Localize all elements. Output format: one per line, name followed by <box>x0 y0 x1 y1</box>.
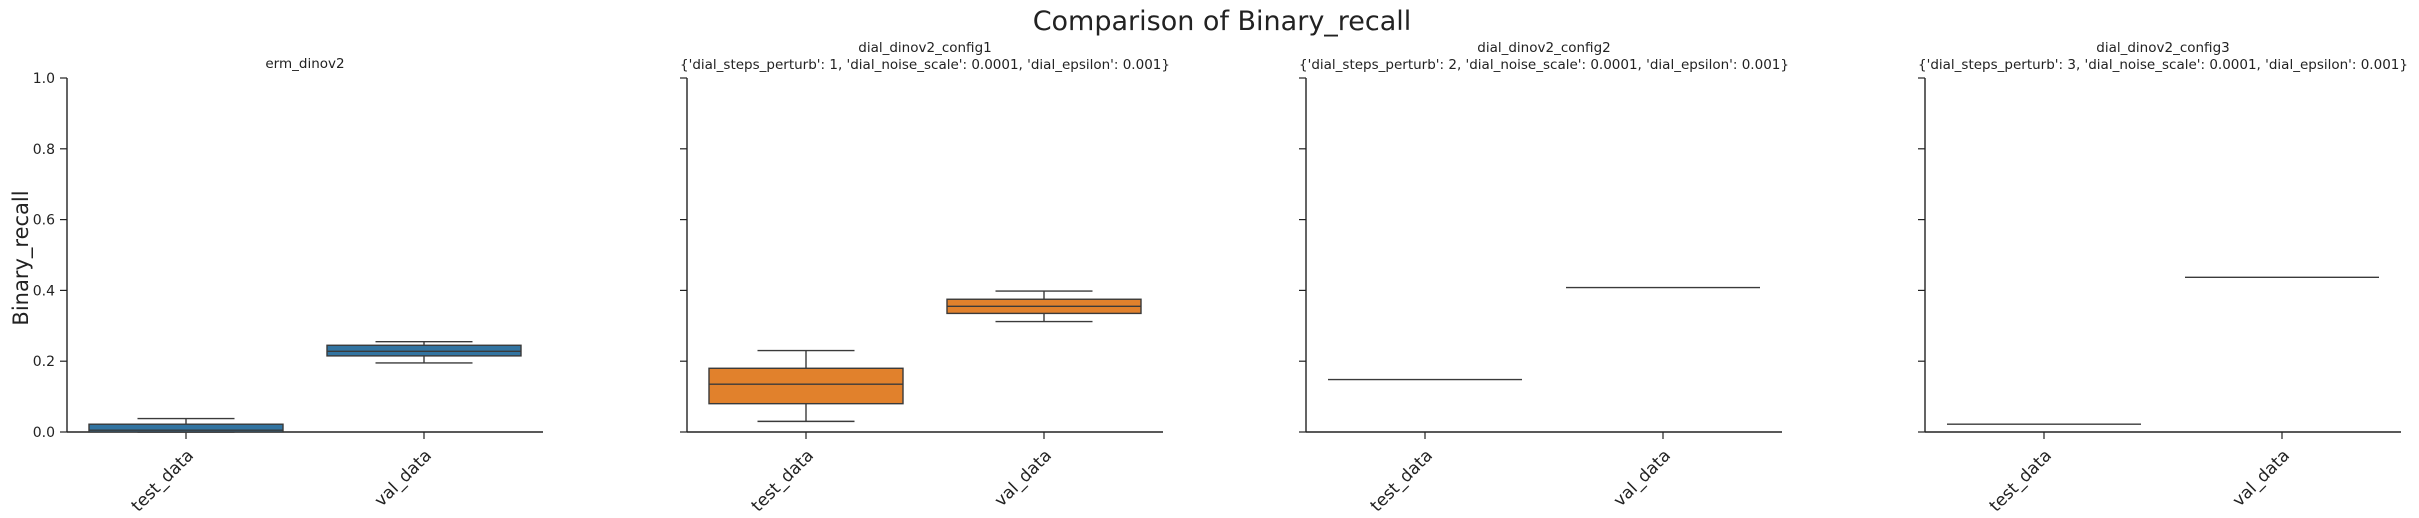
box-body <box>88 423 284 433</box>
y-tick-label: 0.4 <box>33 283 55 299</box>
x-tick-label: test_data <box>1986 446 2056 516</box>
y-axis-label: Binary_recall <box>9 190 34 325</box>
subplot-title: erm_dinov2 <box>265 56 344 72</box>
subplot-subtitle: {'dial_steps_perturb': 3, 'dial_noise_sc… <box>1918 57 2408 73</box>
x-tick-label: val_data <box>371 446 436 511</box>
y-tick-label: 0.2 <box>33 354 55 370</box>
y-tick-label: 1.0 <box>33 71 55 87</box>
figure-title: Comparison of Binary_recall <box>1033 6 1412 37</box>
box-body <box>326 344 522 357</box>
subplot-title: dial_dinov2_config1 <box>858 40 991 56</box>
x-tick-label: test_data <box>748 446 818 516</box>
y-tick-label: 0.6 <box>33 213 55 229</box>
box-test_data <box>708 349 904 423</box>
subplot-title: dial_dinov2_config3 <box>2096 40 2229 56</box>
box-val_data <box>326 341 522 364</box>
x-tick-label: val_data <box>1610 446 1675 511</box>
y-tick-label: 0.0 <box>33 425 55 441</box>
subplot-title: dial_dinov2_config2 <box>1477 40 1610 56</box>
y-tick-label: 0.8 <box>33 142 55 158</box>
box-test_data <box>88 417 284 433</box>
subplot-subtitle: {'dial_steps_perturb': 1, 'dial_noise_sc… <box>680 57 1170 73</box>
box-val_data <box>946 290 1142 323</box>
subplot-4: dial_dinov2_config3{'dial_steps_perturb'… <box>1918 40 2408 516</box>
subplot-2: dial_dinov2_config1{'dial_steps_perturb'… <box>680 40 1170 516</box>
x-tick-label: test_data <box>1367 446 1437 516</box>
subplot-1: erm_dinov2 0.0 0.2 0.4 0.6 0.8 1.0 test_data val… <box>33 56 543 516</box>
x-tick-label: val_data <box>2229 446 2294 511</box>
subplot-subtitle: {'dial_steps_perturb': 2, 'dial_noise_sc… <box>1299 57 1789 73</box>
x-tick-label: test_data <box>128 446 198 516</box>
subplot-panels: erm_dinov2 0.0 0.2 0.4 0.6 0.8 1.0 test_data val… <box>33 40 2408 516</box>
subplot-3: dial_dinov2_config2{'dial_steps_perturb'… <box>1299 40 1789 516</box>
x-tick-label: val_data <box>991 446 1056 511</box>
box-body <box>708 367 904 405</box>
